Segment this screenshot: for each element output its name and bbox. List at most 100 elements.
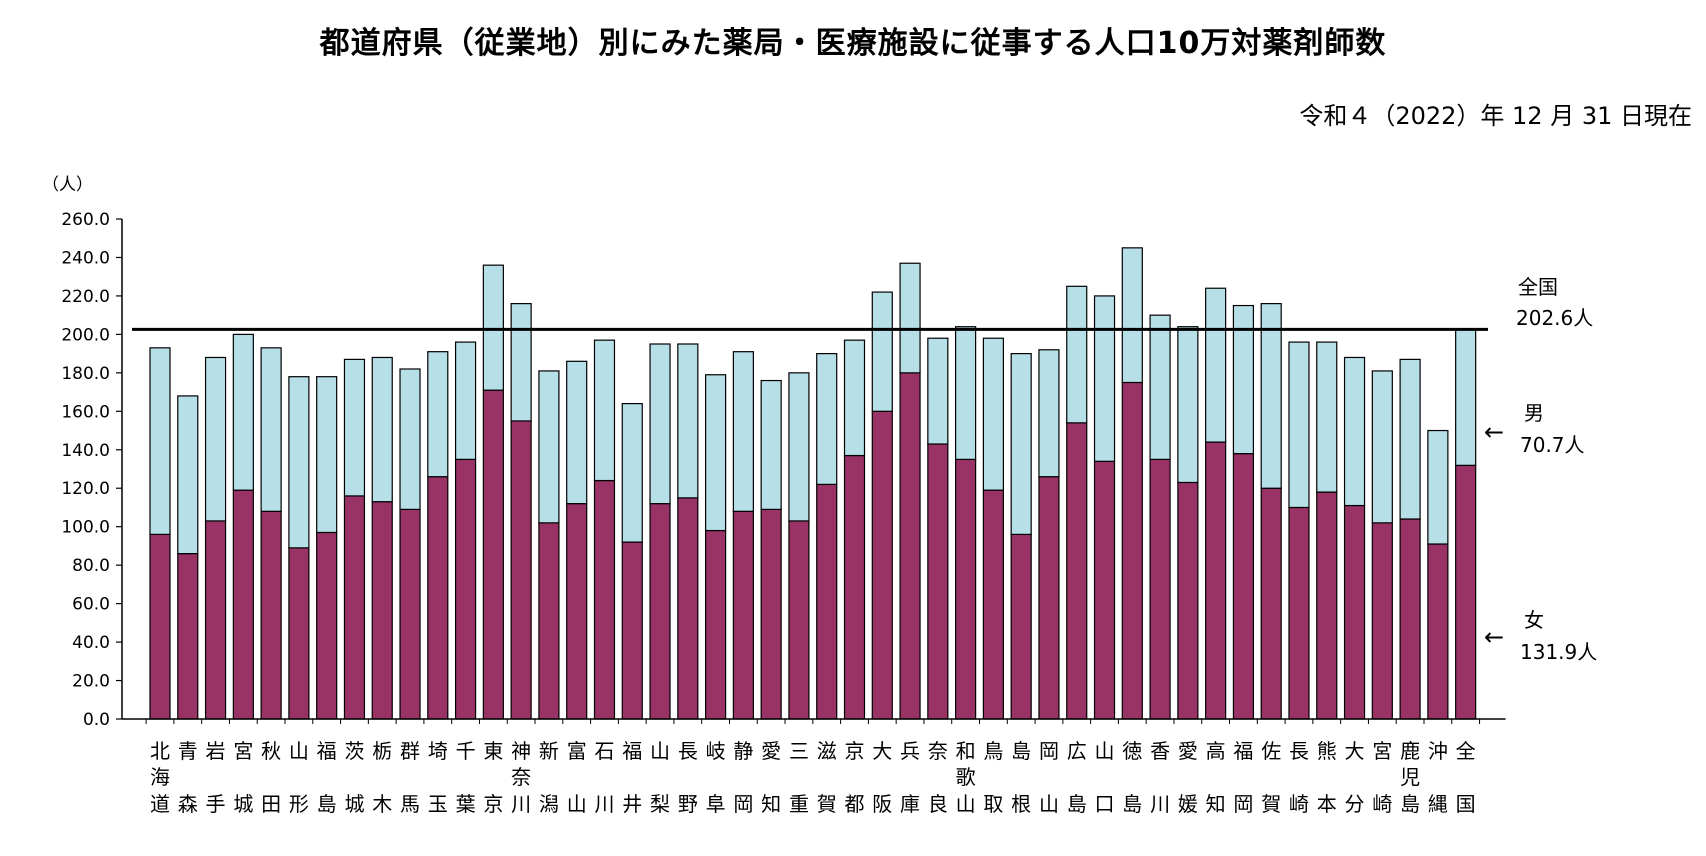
x-category-label: 鳥: [983, 739, 1003, 763]
bar-female: [621, 541, 643, 720]
y-tick-label: 20.0: [72, 672, 110, 692]
bar-female: [1177, 481, 1199, 720]
x-category-label: 秋: [261, 739, 281, 763]
bar-male: [1038, 349, 1060, 478]
x-category-label: 京: [483, 792, 503, 816]
x-category-label: 石: [594, 739, 614, 763]
x-category-label: 大: [1345, 739, 1365, 763]
x-category-label: 愛: [761, 739, 781, 763]
bar-female: [427, 476, 449, 720]
bar-female: [871, 410, 893, 720]
x-category-label: 岡: [733, 792, 753, 816]
x-category-label: 田: [261, 792, 281, 816]
x-category-label: 富: [567, 739, 587, 763]
x-category-label: 北: [150, 739, 170, 763]
x-category-label: 山: [650, 739, 670, 763]
x-category-label: 山: [567, 792, 587, 816]
bar-female: [1371, 522, 1393, 720]
bar-male: [843, 339, 866, 457]
x-category-label: 岡: [1039, 739, 1059, 763]
bar-male: [1371, 370, 1393, 524]
x-category-label: 城: [233, 792, 253, 816]
x-category-label: 崎: [1289, 792, 1309, 816]
bar-male: [621, 403, 643, 543]
bar-male: [316, 376, 338, 534]
x-category-label: 重: [789, 792, 809, 816]
x-category-label: 佐: [1261, 739, 1281, 763]
x-category-label: 阪: [872, 792, 892, 816]
x-category-label: 島: [1122, 792, 1142, 816]
x-category-label: 宮: [1372, 739, 1392, 763]
bar-female: [732, 510, 754, 720]
bar-male: [1260, 303, 1282, 489]
x-category-label: 山: [1095, 739, 1115, 763]
y-tick-label: 60.0: [72, 595, 110, 615]
y-tick-label: 220.0: [61, 287, 110, 307]
bar-male: [788, 372, 810, 522]
annotation-female-arrow: ←: [1484, 623, 1504, 651]
x-category-label: 媛: [1178, 792, 1198, 816]
bar-male: [177, 395, 199, 555]
bar-male: [1232, 304, 1255, 455]
chart-title: 都道府県（従業地）別にみた薬局・医療施設に従事する人口10万対薬剤師数: [319, 26, 1387, 61]
reference-label-value: 202.6人: [1516, 306, 1593, 330]
bar-female: [482, 389, 504, 720]
x-category-label: 賀: [1261, 792, 1281, 816]
bar-female: [1316, 491, 1338, 720]
x-category-label: 縄: [1428, 792, 1448, 816]
x-category-label: 野: [678, 792, 698, 816]
bar-male: [704, 374, 727, 532]
bar-male: [538, 370, 560, 524]
x-category-label: 海: [150, 765, 170, 789]
bar-female: [1038, 476, 1060, 720]
x-category-label: 京: [845, 739, 865, 763]
x-category-label: 山: [1039, 792, 1059, 816]
x-category-label: 福: [317, 739, 337, 763]
bar-male: [1010, 353, 1032, 535]
x-category-label: 川: [594, 792, 614, 816]
x-category-label: 千: [456, 739, 476, 763]
bar-female: [816, 483, 838, 720]
x-category-label: 取: [983, 792, 1003, 816]
bar-female: [399, 508, 421, 720]
x-category-label: 島: [1400, 792, 1420, 816]
x-category-label: 熊: [1317, 739, 1337, 763]
bar-male: [677, 343, 699, 499]
x-category-label: 木: [372, 792, 392, 816]
bar-male: [871, 291, 893, 412]
x-category-label: 川: [511, 792, 531, 816]
x-category-label: 香: [1150, 739, 1170, 763]
bar-male: [899, 262, 921, 374]
x-category-label: 山: [956, 792, 976, 816]
x-category-label: 埼: [428, 739, 448, 763]
bar-male: [1177, 326, 1199, 484]
x-category-label: 阜: [706, 792, 726, 816]
x-category-label: 長: [1289, 739, 1309, 763]
x-category-label: 神: [511, 739, 531, 763]
bar-female: [149, 533, 171, 720]
bar-female: [927, 443, 949, 720]
y-tick-label: 80.0: [72, 556, 110, 576]
x-category-label: 手: [206, 792, 226, 816]
x-category-label: 児: [1400, 765, 1420, 789]
x-category-label: 島: [317, 792, 337, 816]
x-category-label: 和: [956, 739, 976, 763]
x-category-label: 栃: [372, 739, 392, 763]
bar-female: [1399, 518, 1421, 720]
x-category-label: 道: [150, 792, 170, 816]
bar-female: [371, 501, 393, 720]
x-category-label: 川: [1150, 792, 1170, 816]
x-category-label: 葉: [456, 792, 476, 816]
y-axis-unit: （人）: [42, 175, 93, 195]
x-category-label: 岩: [206, 739, 226, 763]
bar-female: [538, 522, 560, 720]
y-tick-label: 100.0: [61, 518, 110, 538]
bar-male: [149, 347, 171, 535]
chart-date: 令和４（2022）年 12 月 31 日現在: [1299, 102, 1692, 130]
bar-male: [566, 360, 588, 505]
x-category-label: 茨: [344, 739, 364, 763]
bar-female: [1343, 504, 1366, 720]
x-category-label: 全: [1456, 739, 1476, 763]
bar-female: [760, 508, 782, 720]
